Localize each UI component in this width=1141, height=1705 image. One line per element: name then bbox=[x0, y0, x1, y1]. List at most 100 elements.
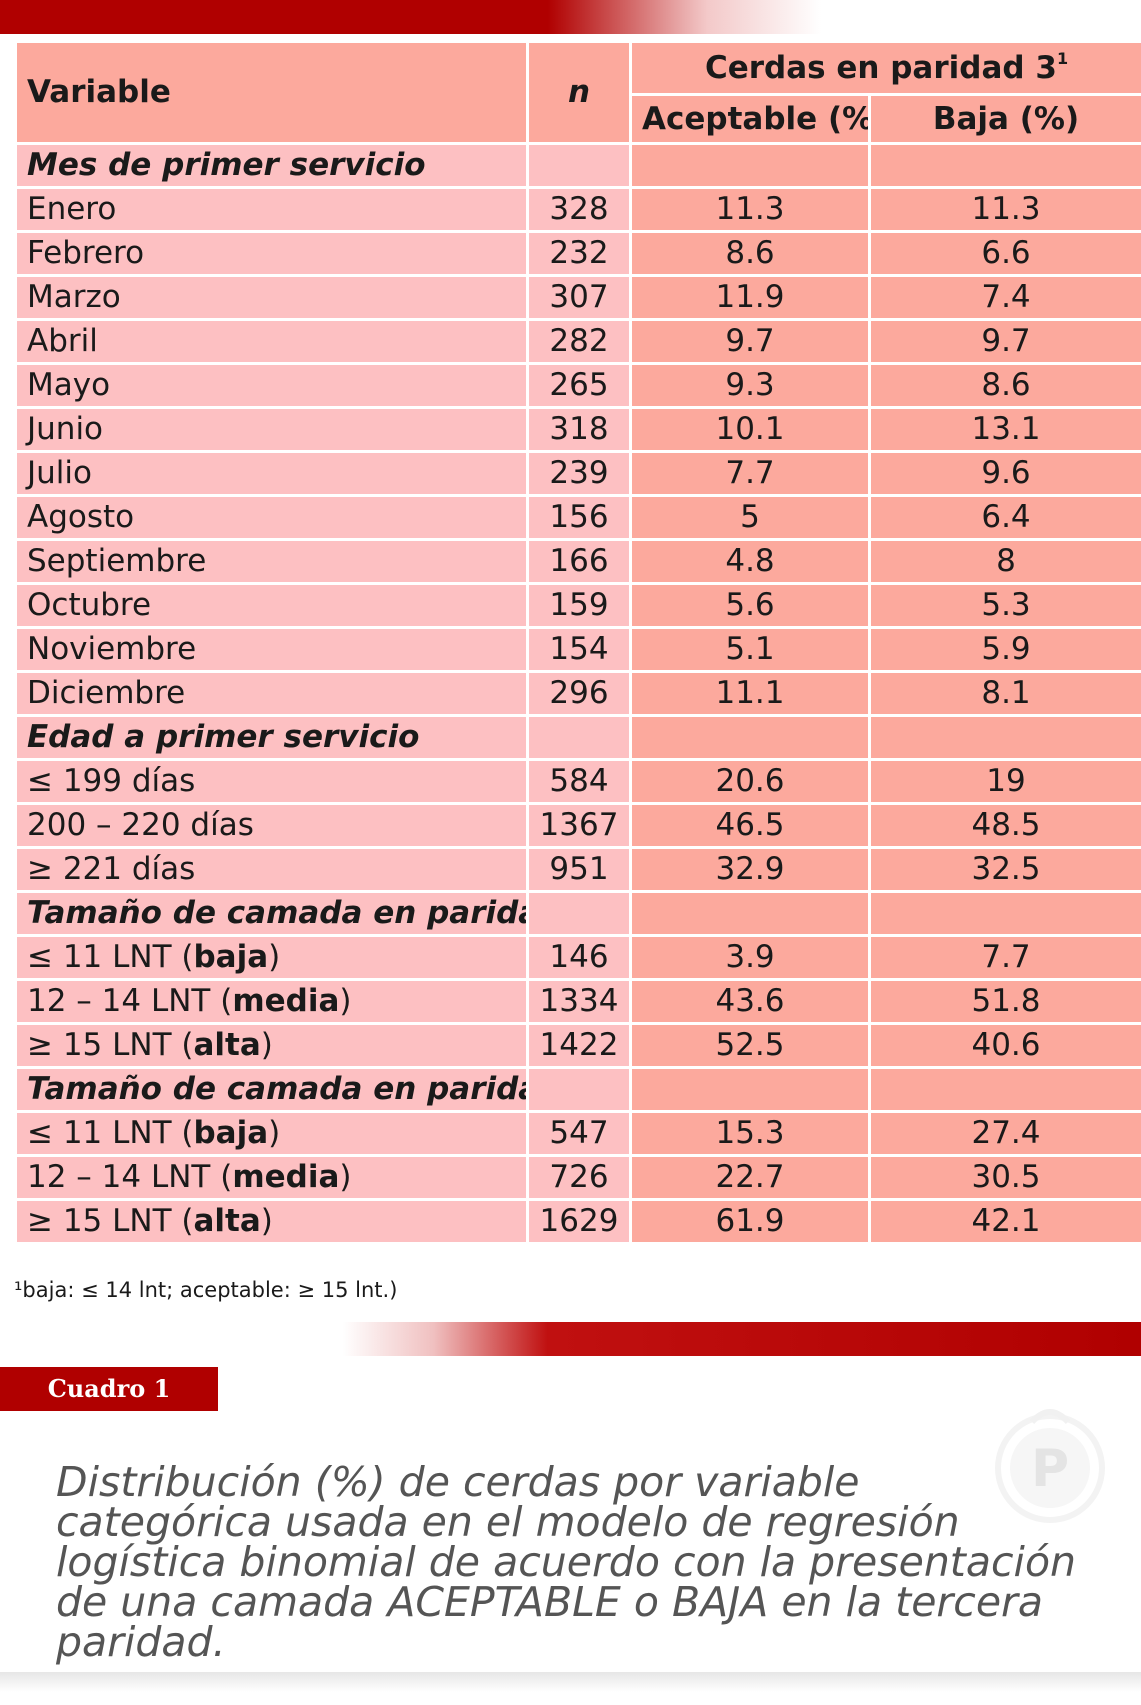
empty-cell bbox=[632, 1069, 868, 1110]
row-label-text: Mayo bbox=[27, 367, 111, 403]
row-label-text: ≥ 221 días bbox=[27, 851, 196, 887]
cell-baja: 42.1 bbox=[871, 1201, 1141, 1242]
header-baja: Baja (%) bbox=[871, 96, 1141, 142]
row-label-bold: alta bbox=[193, 1027, 261, 1063]
cell-n: 307 bbox=[529, 277, 629, 318]
logo-letter: P bbox=[1031, 1439, 1069, 1499]
cuadro-label: Cuadro 1 bbox=[0, 1367, 218, 1411]
section-row: Edad a primer servicio bbox=[17, 717, 1141, 758]
caption: Distribución (%) de cerdas por variable … bbox=[56, 1458, 1077, 1666]
table-row: Junio 318 10.1 13.1 bbox=[17, 409, 1141, 450]
empty-cell bbox=[871, 145, 1141, 186]
table-row: Diciembre 296 11.1 8.1 bbox=[17, 673, 1141, 714]
row-label-tail: ) bbox=[260, 1203, 273, 1239]
cell-baja: 51.8 bbox=[871, 981, 1141, 1022]
row-label: 200 – 220 días bbox=[17, 805, 526, 846]
data-table: Variable n Cerdas en paridad 31 Aceptabl… bbox=[14, 40, 1141, 1245]
row-label: Junio bbox=[17, 409, 526, 450]
header-group: Cerdas en paridad 31 bbox=[632, 43, 1141, 93]
row-label-text: ≤ 11 LNT ( bbox=[27, 939, 194, 975]
cell-aceptable: 11.3 bbox=[632, 189, 868, 230]
cell-baja: 7.4 bbox=[871, 277, 1141, 318]
cell-aceptable: 32.9 bbox=[632, 849, 868, 890]
cell-n: 166 bbox=[529, 541, 629, 582]
cell-n: 726 bbox=[529, 1157, 629, 1198]
row-label-tail: ) bbox=[268, 1115, 281, 1151]
header-group-sup: 1 bbox=[1056, 48, 1069, 68]
row-label-bold: alta bbox=[193, 1203, 261, 1239]
cell-aceptable: 7.7 bbox=[632, 453, 868, 494]
empty-cell bbox=[871, 893, 1141, 934]
cell-aceptable: 9.3 bbox=[632, 365, 868, 406]
cell-aceptable: 20.6 bbox=[632, 761, 868, 802]
top-decorative-band bbox=[0, 0, 1141, 34]
header-row-2: Aceptable (%) Baja (%) bbox=[17, 96, 1141, 142]
row-label-text: Abril bbox=[27, 323, 98, 359]
table-row: 200 – 220 días 1367 46.5 48.5 bbox=[17, 805, 1141, 846]
row-label: Diciembre bbox=[17, 673, 526, 714]
cell-n: 156 bbox=[529, 497, 629, 538]
cell-baja: 30.5 bbox=[871, 1157, 1141, 1198]
middle-decorative-band bbox=[0, 1322, 1141, 1356]
cell-baja: 8 bbox=[871, 541, 1141, 582]
table-row: ≥ 15 LNT (alta) 1629 61.9 42.1 bbox=[17, 1201, 1141, 1242]
cell-n: 584 bbox=[529, 761, 629, 802]
empty-cell bbox=[632, 893, 868, 934]
cell-aceptable: 8.6 bbox=[632, 233, 868, 274]
porcicultura-logo-icon: P bbox=[995, 1409, 1105, 1523]
table-row: Mayo 265 9.3 8.6 bbox=[17, 365, 1141, 406]
cell-baja: 9.6 bbox=[871, 453, 1141, 494]
row-label: Agosto bbox=[17, 497, 526, 538]
row-label: ≥ 221 días bbox=[17, 849, 526, 890]
table-row: Agosto 156 5 6.4 bbox=[17, 497, 1141, 538]
row-label-text: ≤ 199 días bbox=[27, 763, 196, 799]
cell-n: 318 bbox=[529, 409, 629, 450]
table-row: Octubre 159 5.6 5.3 bbox=[17, 585, 1141, 626]
row-label: 12 – 14 LNT (media) bbox=[17, 981, 526, 1022]
cell-aceptable: 11.9 bbox=[632, 277, 868, 318]
row-label-text: Agosto bbox=[27, 499, 135, 535]
table-row: ≥ 15 LNT (alta) 1422 52.5 40.6 bbox=[17, 1025, 1141, 1066]
cell-baja: 27.4 bbox=[871, 1113, 1141, 1154]
row-label: Febrero bbox=[17, 233, 526, 274]
cell-aceptable: 5.1 bbox=[632, 629, 868, 670]
row-label-text: Noviembre bbox=[27, 631, 197, 667]
row-label-bold: media bbox=[232, 1159, 340, 1195]
cell-n: 1334 bbox=[529, 981, 629, 1022]
bottom-decorative-band bbox=[0, 1672, 1141, 1692]
cell-n: 282 bbox=[529, 321, 629, 362]
cell-n: 328 bbox=[529, 189, 629, 230]
table-row: 12 – 14 LNT (media) 726 22.7 30.5 bbox=[17, 1157, 1141, 1198]
cell-aceptable: 5 bbox=[632, 497, 868, 538]
cell-aceptable: 46.5 bbox=[632, 805, 868, 846]
section-row: Mes de primer servicio bbox=[17, 145, 1141, 186]
cell-aceptable: 61.9 bbox=[632, 1201, 868, 1242]
empty-cell bbox=[632, 145, 868, 186]
row-label-text: ≤ 11 LNT ( bbox=[27, 1115, 194, 1151]
cell-n: 951 bbox=[529, 849, 629, 890]
cell-baja: 48.5 bbox=[871, 805, 1141, 846]
row-label-text: Octubre bbox=[27, 587, 152, 623]
row-label-text: Junio bbox=[27, 411, 104, 447]
cell-aceptable: 10.1 bbox=[632, 409, 868, 450]
cell-baja: 5.3 bbox=[871, 585, 1141, 626]
header-aceptable: Aceptable (%) bbox=[632, 96, 868, 142]
table-row: Enero 328 11.3 11.3 bbox=[17, 189, 1141, 230]
row-label-tail: ) bbox=[339, 983, 352, 1019]
row-label: ≤ 11 LNT (baja) bbox=[17, 1113, 526, 1154]
table-row: Abril 282 9.7 9.7 bbox=[17, 321, 1141, 362]
cell-n: 1629 bbox=[529, 1201, 629, 1242]
row-label: Enero bbox=[17, 189, 526, 230]
table-row: ≤ 11 LNT (baja) 146 3.9 7.7 bbox=[17, 937, 1141, 978]
cell-aceptable: 11.1 bbox=[632, 673, 868, 714]
row-label: Abril bbox=[17, 321, 526, 362]
cell-baja: 32.5 bbox=[871, 849, 1141, 890]
table-row: Noviembre 154 5.1 5.9 bbox=[17, 629, 1141, 670]
cell-baja: 6.6 bbox=[871, 233, 1141, 274]
cell-aceptable: 9.7 bbox=[632, 321, 868, 362]
row-label-text: Diciembre bbox=[27, 675, 186, 711]
cell-n: 1367 bbox=[529, 805, 629, 846]
footnote: ¹baja: ≤ 14 lnt; aceptable: ≥ 15 lnt.) bbox=[14, 1278, 398, 1302]
section-title: Edad a primer servicio bbox=[17, 717, 526, 758]
cell-n: 232 bbox=[529, 233, 629, 274]
